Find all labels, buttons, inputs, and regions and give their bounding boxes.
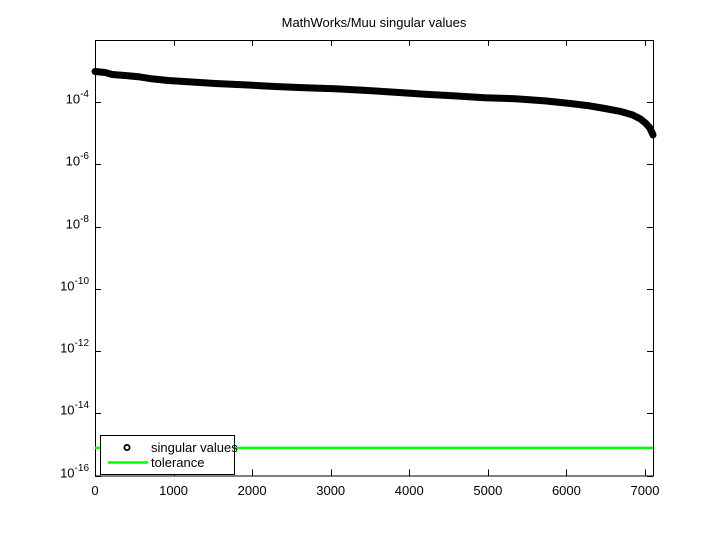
singular-values-series (91, 68, 657, 139)
legend-item-singular-values: singular values (101, 440, 238, 455)
x-tick-label: 5000 (473, 482, 503, 498)
y-tick-label: 10-10 (60, 275, 89, 294)
circle-marker-icon (123, 444, 131, 451)
y-tick-label: 10-14 (60, 400, 89, 418)
legend-label-singular-values: singular values (151, 440, 238, 455)
y-tick-label: 10-4 (65, 89, 89, 107)
axes-box (95, 40, 654, 477)
x-tick-label: 3000 (316, 482, 346, 498)
chart-title: MathWorks/Muu singular values (281, 15, 467, 30)
legend: singular values tolerance (100, 435, 238, 475)
x-tick-label: 6000 (551, 482, 581, 498)
legend-label-tolerance: tolerance (151, 455, 205, 470)
line-marker-icon (108, 461, 148, 464)
legend-item-tolerance: tolerance (101, 455, 234, 470)
y-tick-label: 10-8 (65, 213, 89, 231)
x-tick-label: 1000 (159, 482, 189, 498)
x-tick-label: 2000 (237, 482, 267, 498)
y-tick-label: 10-12 (60, 338, 89, 356)
x-tick-label: 0 (91, 482, 99, 498)
y-tick-label: 10-6 (65, 151, 89, 169)
x-tick-label: 7000 (630, 482, 660, 498)
y-tick-label: 10-16 (60, 462, 89, 480)
x-tick-label: 4000 (394, 482, 424, 498)
